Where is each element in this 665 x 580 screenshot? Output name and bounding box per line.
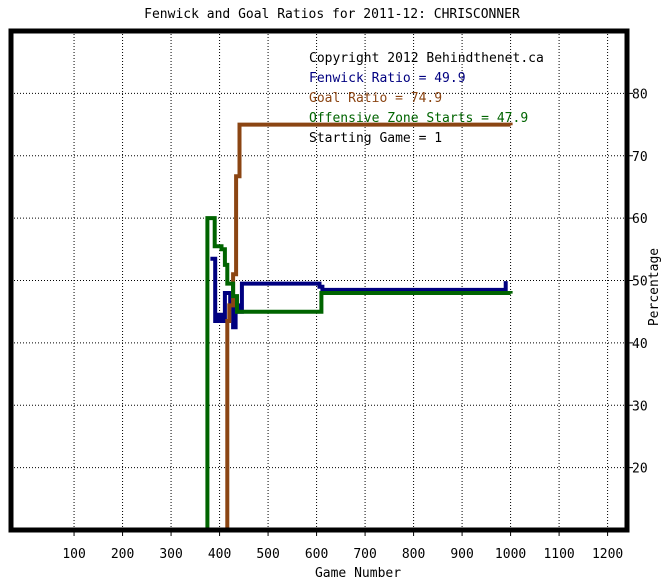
y-tick-label: 30 (632, 399, 648, 414)
x-tick-label: 1000 (495, 547, 526, 562)
y-tick-label: 50 (632, 275, 648, 290)
y-tick-labels: 20 30 40 50 60 70 80 (627, 87, 648, 477)
y-tick-label: 40 (632, 337, 648, 352)
annotation-copyright: Copyright 2012 Behindthenet.ca (309, 51, 544, 66)
series-line-offensive-zone-starts (205, 216, 513, 530)
x-tick-label: 100 (62, 547, 85, 562)
y-axis-label: Percentage (647, 248, 662, 326)
x-tick-label: 500 (256, 547, 279, 562)
x-tick-label: 900 (450, 547, 473, 562)
annotation-offensive-zone-starts: Offensive Zone Starts = 47.9 (309, 111, 528, 126)
x-tick-labels: 100 200 300 400 500 600 700 800 900 1000 1100 1200 (62, 530, 623, 562)
x-tick-label: 1100 (543, 547, 574, 562)
series-layer (205, 122, 513, 530)
annotation-goal-ratio: Goal Ratio = 74.9 (309, 91, 442, 106)
x-axis-label: Game Number (315, 566, 401, 580)
chart-title: Fenwick and Goal Ratios for 2011-12: CHR… (144, 7, 520, 22)
y-tick-label: 60 (632, 212, 648, 227)
y-tick-label: 70 (632, 150, 648, 165)
annotation-fenwick-ratio: Fenwick Ratio = 49.9 (309, 71, 466, 86)
y-tick-label: 80 (632, 87, 648, 102)
x-tick-label: 700 (353, 547, 376, 562)
series-line-fenwick-ratio (210, 256, 508, 330)
x-tick-label: 300 (159, 547, 182, 562)
chart-annotations: Copyright 2012 Behindthenet.ca Fenwick R… (309, 51, 544, 146)
x-tick-label: 800 (402, 547, 425, 562)
x-tick-label: 400 (208, 547, 231, 562)
x-tick-label: 1200 (592, 547, 623, 562)
y-tick-label: 20 (632, 462, 648, 477)
annotation-starting-game: Starting Game = 1 (309, 131, 442, 146)
x-tick-label: 600 (305, 547, 328, 562)
grid-lines (11, 31, 627, 530)
x-tick-label: 200 (111, 547, 134, 562)
series-line-goal-ratio (225, 122, 513, 530)
